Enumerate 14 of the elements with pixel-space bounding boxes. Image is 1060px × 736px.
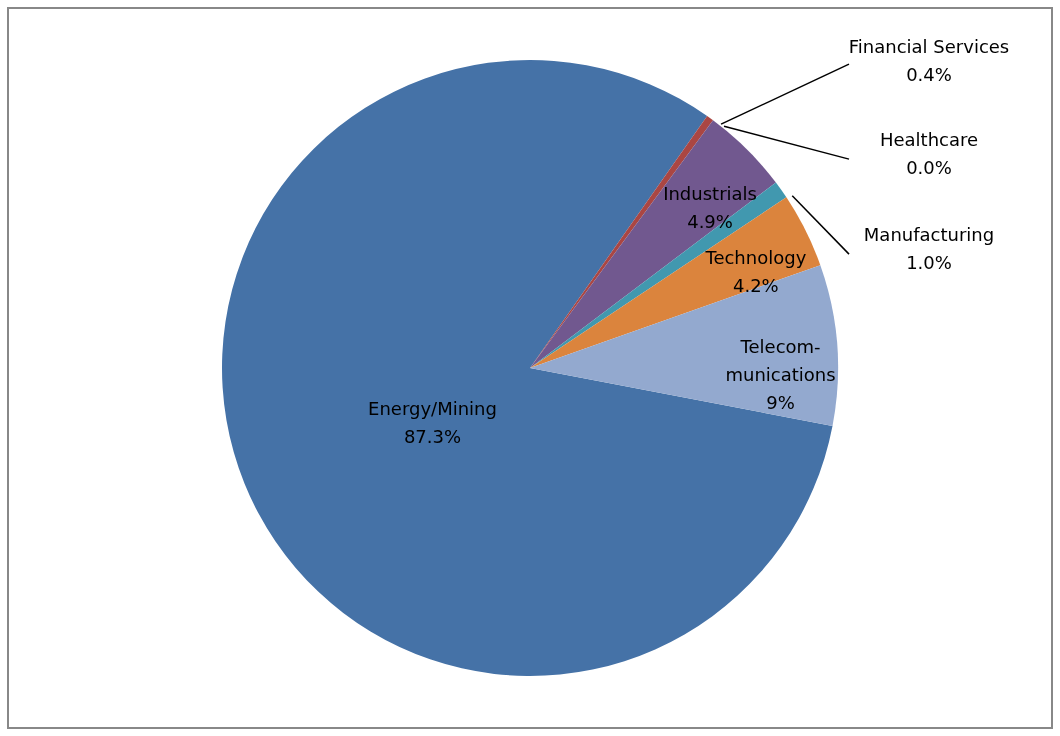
category-label: Healthcare xyxy=(879,129,979,151)
slice-label: Technology xyxy=(704,246,807,268)
slice-label: Manufacturing xyxy=(863,224,995,246)
slice-label: Industrials xyxy=(663,183,757,205)
data-label: 9% xyxy=(766,391,795,413)
pie-slice xyxy=(222,60,833,676)
data-label: 87.3% xyxy=(403,425,462,447)
slice-label: Telecom- munications xyxy=(725,335,836,385)
text: 0.0% xyxy=(906,157,952,179)
slice-label: Financial Services xyxy=(848,36,1010,57)
slice-label: Energy/Mining xyxy=(368,397,497,419)
data-label: 4.9% xyxy=(687,211,733,233)
data-label: 0.4% xyxy=(906,64,952,85)
data-label: 1.0% xyxy=(906,252,952,274)
